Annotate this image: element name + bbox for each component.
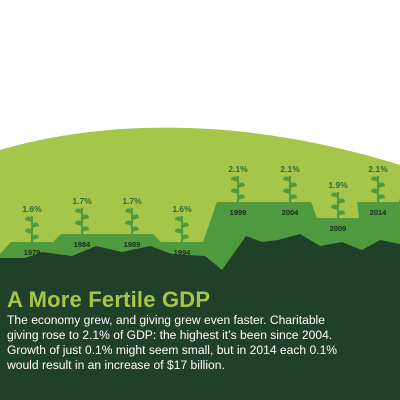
sprout-icon <box>231 176 245 206</box>
year-label: 2004 <box>282 208 300 217</box>
body-text: The economy grew, and giving grew even f… <box>7 313 397 373</box>
year-label: 2009 <box>330 224 347 233</box>
value-label: 1.7% <box>72 196 92 206</box>
value-label: 2.1% <box>228 164 248 174</box>
value-label: 1.6% <box>22 204 42 214</box>
sprout-icon <box>371 176 385 206</box>
body-line: The economy grew, and giving grew even f… <box>7 313 325 327</box>
sprout-icon <box>75 208 89 238</box>
value-label: 1.7% <box>122 196 142 206</box>
sprout-icon <box>175 216 189 246</box>
sprout-icon <box>331 192 345 222</box>
year-label: 1989 <box>124 240 141 249</box>
headline: A More Fertile GDP <box>7 287 211 312</box>
year-label: 1999 <box>230 208 247 217</box>
body-line: giving rose to 2.1% of GDP: the highest … <box>7 328 333 342</box>
year-label: 1994 <box>174 248 192 257</box>
value-label: 2.1% <box>368 164 388 174</box>
year-label: 2014 <box>370 208 388 217</box>
body-line: would result in an increase of $17 billi… <box>7 358 225 372</box>
value-label: 2.1% <box>280 164 300 174</box>
body-line: Growth of just 0.1% might seem small, bu… <box>7 343 338 357</box>
sprout-icon <box>125 208 139 238</box>
text-panel: A More Fertile GDP The economy grew, and… <box>7 288 397 373</box>
year-label: 1979 <box>24 248 41 257</box>
data-marks: 1.6% 1979 1.7% 1984 1.7% 1989 1.6% 1994 2.1% 1999… <box>22 164 388 257</box>
dark-green-hill <box>0 234 400 400</box>
sprout-icon <box>25 216 39 246</box>
value-label: 1.9% <box>328 180 348 190</box>
year-label: 1984 <box>74 240 92 249</box>
sprout-icon <box>283 176 297 206</box>
value-label: 1.6% <box>172 204 192 214</box>
